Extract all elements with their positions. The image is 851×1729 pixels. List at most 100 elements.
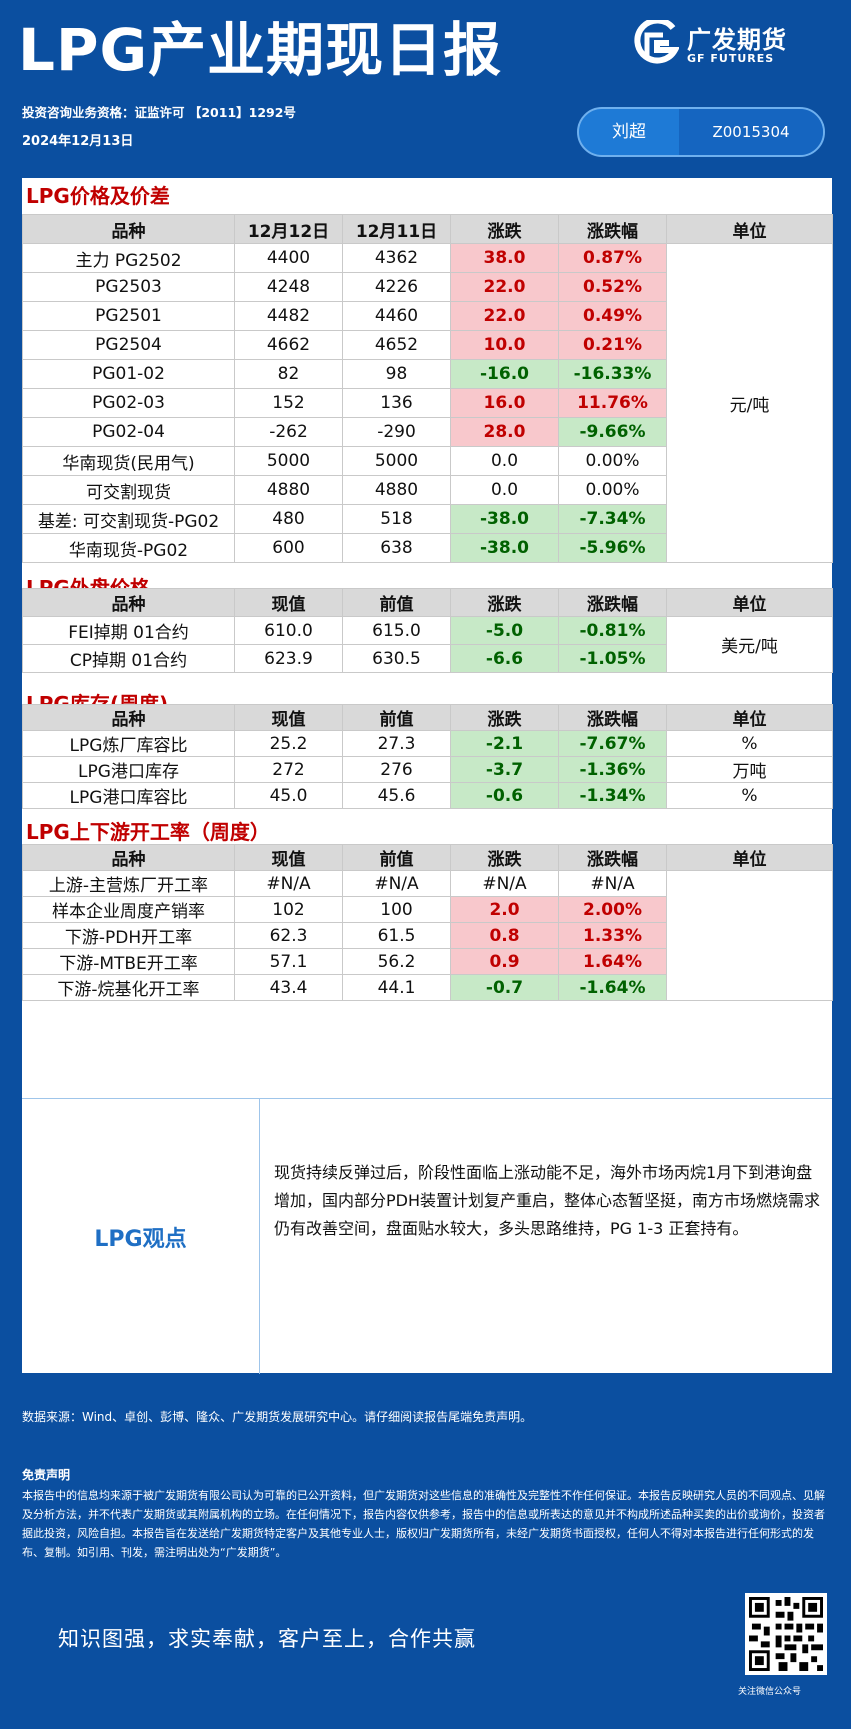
qr-code[interactable] bbox=[745, 1593, 827, 1675]
current-value-cell: 152 bbox=[234, 388, 343, 418]
previous-value-cell: 45.6 bbox=[342, 782, 451, 809]
change-pct-cell: -0.81% bbox=[558, 616, 667, 645]
view-text: 现货持续反弹过后，阶段性面临上涨动能不足，海外市场丙烷1月下到港询盘增加，国内部… bbox=[274, 1163, 821, 1238]
table-row: 上游-主营炼厂开工率 #N/A #N/A #N/A #N/A bbox=[22, 870, 833, 1001]
item-name-cell: PG02-04 bbox=[22, 417, 235, 447]
item-name-cell: LPG港口库存 bbox=[22, 756, 235, 783]
view-label: LPG观点 bbox=[22, 1099, 260, 1374]
table-header-row: 品种 12月12日 12月11日 涨跌 涨跌幅 单位 bbox=[22, 214, 833, 244]
column-header: 涨跌 bbox=[450, 214, 559, 244]
change-pct-cell: 0.52% bbox=[558, 272, 667, 302]
item-name-cell: 华南现货(民用气) bbox=[22, 446, 235, 476]
report-header: LPG产业期现日报 广发期货 GF FUTURES 投资咨询业务资格：证监许可 … bbox=[0, 0, 851, 165]
previous-value-cell: 4226 bbox=[342, 272, 451, 302]
table-row: PG2501 4482 4460 22.0 0.49% bbox=[22, 301, 833, 331]
unit-cell bbox=[666, 870, 833, 1001]
change-pct-cell: 0.00% bbox=[558, 475, 667, 505]
column-header: 涨跌幅 bbox=[558, 588, 667, 617]
current-value-cell: 102 bbox=[234, 896, 343, 923]
table-row: 基差: 可交割现货-PG02 480 518 -38.0 -7.34% bbox=[22, 504, 833, 534]
column-header: 涨跌幅 bbox=[558, 214, 667, 244]
previous-value-cell: 276 bbox=[342, 756, 451, 783]
previous-value-cell: 4880 bbox=[342, 475, 451, 505]
unit-cell: 美元/吨 bbox=[666, 616, 833, 673]
inventory-table: 品种 现值 前值 涨跌 涨跌幅 单位 LPG炼厂库容比 25.2 27.3 -2.1 -7.67%%… bbox=[22, 704, 833, 809]
change-pct-cell: -1.05% bbox=[558, 644, 667, 673]
column-header: 前值 bbox=[342, 588, 451, 617]
data-source: 数据来源：Wind、卓创、彭博、隆众、广发期货发展研究中心。请仔细阅读报告尾端免… bbox=[22, 1410, 533, 1424]
column-header: 涨跌 bbox=[450, 704, 559, 731]
column-header: 涨跌 bbox=[450, 588, 559, 617]
gf-logo-icon bbox=[634, 20, 679, 64]
table-row: PG02-04 -262 -290 28.0 -9.66% bbox=[22, 417, 833, 447]
previous-value-cell: 4460 bbox=[342, 301, 451, 331]
change-value-cell: 22.0 bbox=[450, 272, 559, 302]
item-name-cell: 华南现货-PG02 bbox=[22, 533, 235, 563]
change-value-cell: 2.0 bbox=[450, 896, 559, 923]
change-pct-cell: 1.33% bbox=[558, 922, 667, 949]
item-name-cell: 基差: 可交割现货-PG02 bbox=[22, 504, 235, 534]
current-value-cell: 4400 bbox=[234, 243, 343, 273]
current-value-cell: 45.0 bbox=[234, 782, 343, 809]
change-pct-cell: 0.87% bbox=[558, 243, 667, 273]
disclaimer-title: 免责声明 bbox=[22, 1468, 71, 1482]
column-header: 品种 bbox=[22, 704, 235, 731]
change-pct-cell: 0.00% bbox=[558, 446, 667, 476]
change-pct-cell: -9.66% bbox=[558, 417, 667, 447]
previous-value-cell: 100 bbox=[342, 896, 451, 923]
current-value-cell: 623.9 bbox=[234, 644, 343, 673]
change-value-cell: #N/A bbox=[450, 870, 559, 897]
column-header: 涨跌幅 bbox=[558, 704, 667, 731]
table-row: 下游-MTBE开工率 57.1 56.2 0.9 1.64% bbox=[22, 948, 833, 975]
unit-cell: % bbox=[666, 782, 833, 809]
current-value-cell: 272 bbox=[234, 756, 343, 783]
unit-cell: 万吨 bbox=[666, 756, 833, 783]
previous-value-cell: -290 bbox=[342, 417, 451, 447]
change-value-cell: 28.0 bbox=[450, 417, 559, 447]
table-row: PG2504 4662 4652 10.0 0.21% bbox=[22, 330, 833, 360]
table-header-row: 品种 现值 前值 涨跌 涨跌幅 单位 bbox=[22, 844, 833, 871]
current-value-cell: 57.1 bbox=[234, 948, 343, 975]
qr-code-icon bbox=[749, 1597, 823, 1671]
operation-table: 品种 现值 前值 涨跌 涨跌幅 单位 上游-主营炼厂开工率 #N/A #N/A #N/A #N/A 样… bbox=[22, 844, 833, 1001]
column-header: 单位 bbox=[666, 588, 833, 617]
previous-value-cell: 27.3 bbox=[342, 730, 451, 757]
change-value-cell: 38.0 bbox=[450, 243, 559, 273]
table-row: 下游-烷基化开工率 43.4 44.1 -0.7 -1.64% bbox=[22, 974, 833, 1001]
change-value-cell: -2.1 bbox=[450, 730, 559, 757]
previous-value-cell: 630.5 bbox=[342, 644, 451, 673]
change-value-cell: 0.0 bbox=[450, 475, 559, 505]
change-value-cell: 0.8 bbox=[450, 922, 559, 949]
change-pct-cell: -7.34% bbox=[558, 504, 667, 534]
external-table: 品种 现值 前值 涨跌 涨跌幅 单位 FEI掉期 01合约 610.0 615.0 -5.0 -0.… bbox=[22, 588, 833, 673]
previous-value-cell: 61.5 bbox=[342, 922, 451, 949]
section-title-price: LPG价格及价差 bbox=[26, 184, 170, 208]
current-value-cell: 25.2 bbox=[234, 730, 343, 757]
change-value-cell: -3.7 bbox=[450, 756, 559, 783]
column-header: 单位 bbox=[666, 704, 833, 731]
analyst-id: Z0015304 bbox=[679, 109, 823, 155]
change-pct-cell: 0.49% bbox=[558, 301, 667, 331]
change-value-cell: -0.6 bbox=[450, 782, 559, 809]
current-value-cell: 480 bbox=[234, 504, 343, 534]
change-pct-cell: -5.96% bbox=[558, 533, 667, 563]
item-name-cell: PG01-02 bbox=[22, 359, 235, 389]
change-value-cell: -16.0 bbox=[450, 359, 559, 389]
item-name-cell: 下游-PDH开工率 bbox=[22, 922, 235, 949]
previous-value-cell: 56.2 bbox=[342, 948, 451, 975]
change-pct-cell: 0.21% bbox=[558, 330, 667, 360]
current-value-cell: 82 bbox=[234, 359, 343, 389]
unit-cell: % bbox=[666, 730, 833, 757]
item-name-cell: 可交割现货 bbox=[22, 475, 235, 505]
disclaimer-body: 本报告中的信息均来源于被广发期货有限公司认为可靠的已公开资料，但广发期货对这些信… bbox=[22, 1489, 825, 1559]
table-header-row: 品种 现值 前值 涨跌 涨跌幅 单位 bbox=[22, 704, 833, 731]
item-name-cell: 上游-主营炼厂开工率 bbox=[22, 870, 235, 897]
current-value-cell: 62.3 bbox=[234, 922, 343, 949]
license-text: 投资咨询业务资格：证监许可 【2011】1292号 bbox=[22, 105, 296, 120]
change-value-cell: 16.0 bbox=[450, 388, 559, 418]
column-header: 前值 bbox=[342, 844, 451, 871]
item-name-cell: PG2504 bbox=[22, 330, 235, 360]
column-header: 涨跌幅 bbox=[558, 844, 667, 871]
gf-futures-logo: 广发期货 GF FUTURES bbox=[633, 18, 813, 68]
logo-text-cn: 广发期货 bbox=[687, 26, 787, 54]
